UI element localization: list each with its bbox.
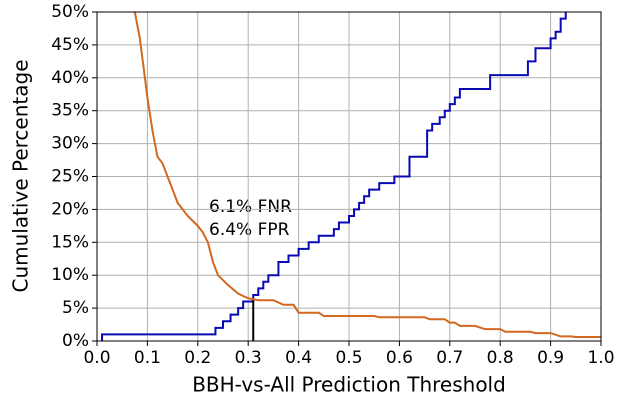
y-tick-label: 0% <box>62 331 89 351</box>
series-line <box>101 12 567 341</box>
y-axis-label: Cumulative Percentage <box>9 59 33 292</box>
y-tick-label: 45% <box>51 35 89 55</box>
x-tick-label: 0.5 <box>335 348 362 368</box>
y-tick-label: 10% <box>51 265 89 285</box>
annotation: 6.4% FPR <box>209 220 290 240</box>
plot-frame <box>96 11 602 342</box>
x-tick-label: 0.9 <box>537 348 564 368</box>
x-axis-label: BBH-vs-All Prediction Threshold <box>192 373 506 397</box>
y-tick-label: 15% <box>51 232 89 252</box>
x-tick-label: 0.0 <box>83 348 110 368</box>
y-tick-label: 5% <box>62 298 89 318</box>
y-tick-label: 50% <box>51 2 89 22</box>
x-tick-label: 1.0 <box>587 348 614 368</box>
x-tick-label: 0.3 <box>235 348 262 368</box>
y-tick-label: 25% <box>51 167 89 187</box>
x-tick-label: 0.7 <box>436 348 463 368</box>
y-tick-label: 20% <box>51 199 89 219</box>
x-tick-label: 0.2 <box>184 348 211 368</box>
x-tick-label: 0.6 <box>386 348 413 368</box>
annotation: 6.1% FNR <box>209 197 292 217</box>
series-line <box>133 11 601 339</box>
x-tick-label: 0.8 <box>487 348 514 368</box>
y-tick-label: 30% <box>51 134 89 154</box>
x-tick-label: 0.4 <box>285 348 312 368</box>
y-tick-label: 40% <box>51 68 89 88</box>
x-tick-label: 0.1 <box>134 348 161 368</box>
y-tick-label: 35% <box>51 101 89 121</box>
